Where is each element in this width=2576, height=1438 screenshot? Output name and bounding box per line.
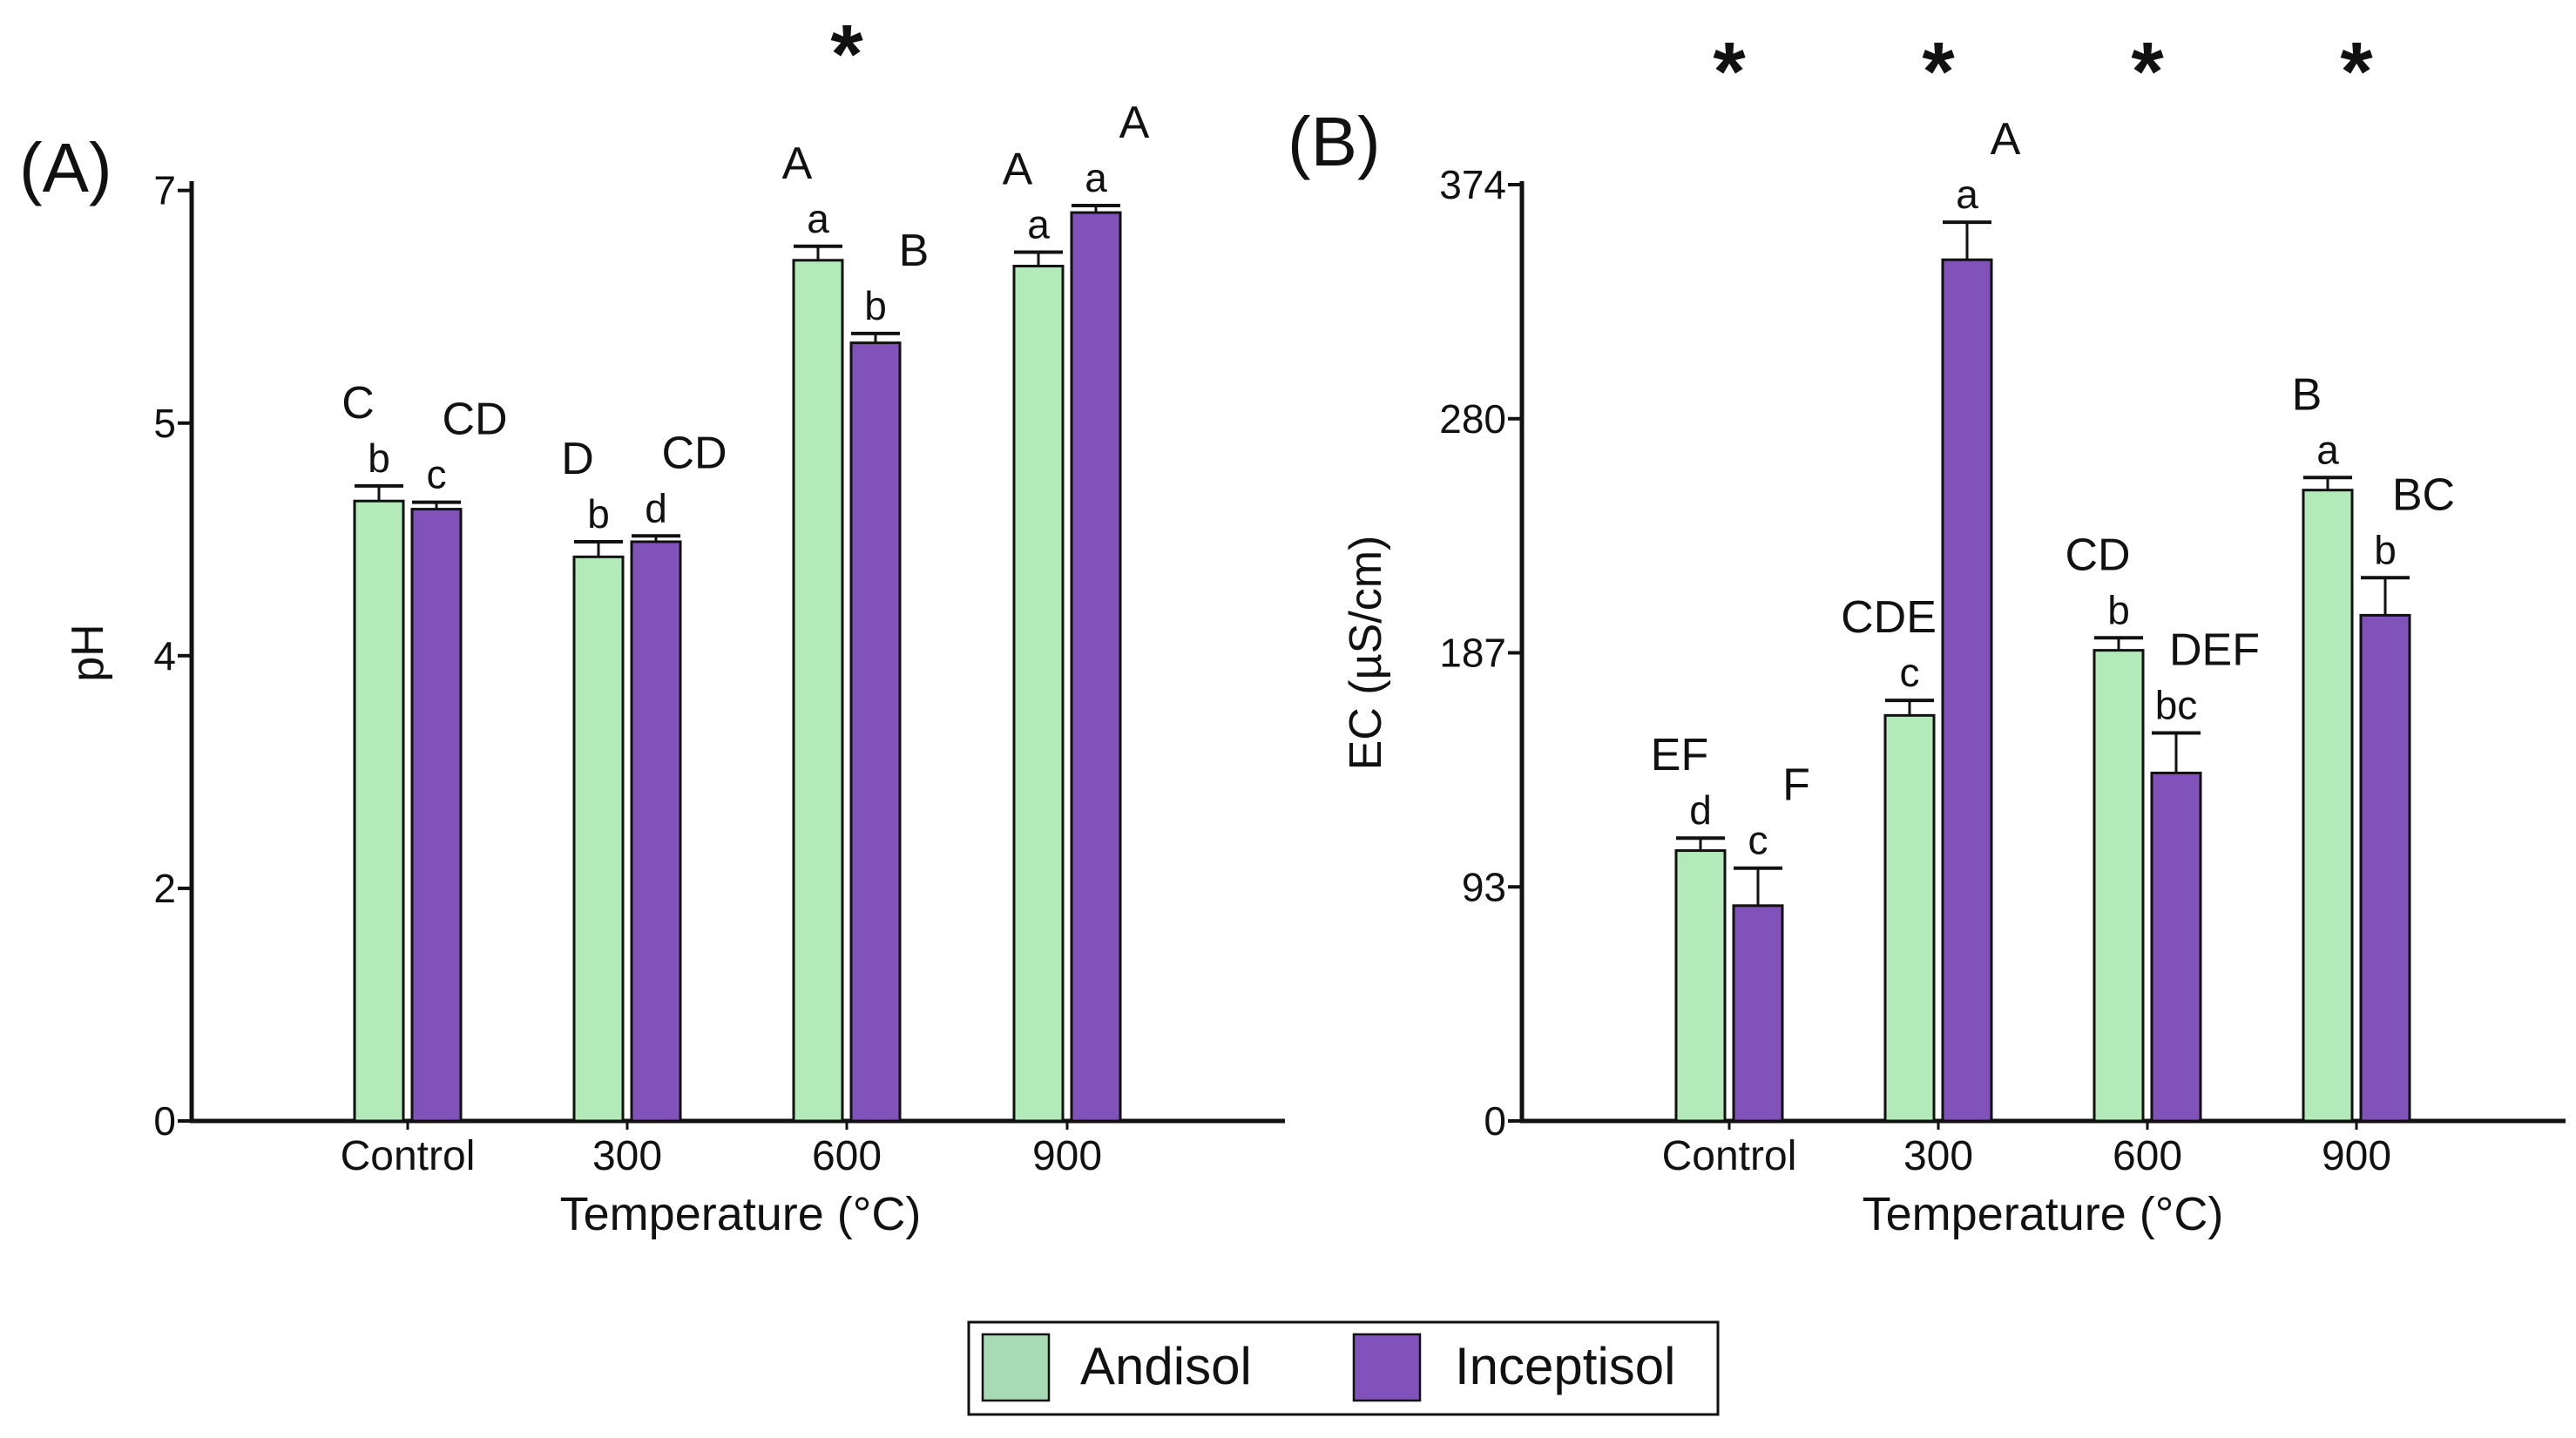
bar-andisol bbox=[2093, 649, 2145, 1123]
bar-letter-upper: CD bbox=[442, 395, 507, 445]
bar-letter-lower: a bbox=[2316, 427, 2339, 472]
bar-letter-lower: d bbox=[645, 485, 667, 530]
legend-frame bbox=[967, 1320, 1720, 1416]
x-tick-label: 600 bbox=[812, 1133, 882, 1179]
bar-letter-upper: D bbox=[561, 434, 594, 484]
y-tick-label: 2 bbox=[153, 866, 176, 911]
panel-label: (A) bbox=[19, 129, 112, 206]
y-tick-label: 4 bbox=[153, 633, 176, 678]
bar-letter-upper: EF bbox=[1651, 730, 1708, 780]
bar-inceptisol bbox=[410, 508, 463, 1123]
bar-letter-upper: A bbox=[1003, 144, 1033, 194]
bar-letter-upper: B bbox=[2292, 369, 2322, 420]
bar-letter-lower: a bbox=[1085, 155, 1107, 200]
bar-andisol bbox=[572, 555, 625, 1123]
y-tick-label: 5 bbox=[153, 401, 176, 446]
bar-andisol bbox=[2302, 489, 2354, 1123]
bar-inceptisol bbox=[849, 341, 902, 1123]
bar-inceptisol bbox=[2359, 613, 2411, 1123]
x-tick-label: 600 bbox=[2113, 1133, 2182, 1179]
bar-letter-upper: BC bbox=[2392, 469, 2455, 520]
x-tick-label: Control bbox=[341, 1133, 476, 1179]
y-tick-label: 187 bbox=[1439, 631, 1506, 676]
bar-letter-lower: b bbox=[2374, 527, 2397, 572]
x-tick-label: Control bbox=[1662, 1133, 1797, 1179]
y-axis-title: EC (µS/cm) bbox=[1341, 536, 1391, 771]
bar-letter-lower: c bbox=[1748, 818, 1768, 863]
bar-letter-upper: CD bbox=[2065, 530, 2130, 580]
bar-letter-lower: bc bbox=[2155, 682, 2198, 727]
bar-andisol bbox=[792, 259, 844, 1123]
x-tick-label: 900 bbox=[1032, 1133, 1102, 1179]
bar-letter-lower: c bbox=[427, 452, 447, 497]
bar-letter-upper: A bbox=[782, 138, 813, 189]
x-axis-title: Temperature (°C) bbox=[1863, 1188, 2224, 1240]
y-tick-label: 0 bbox=[1484, 1098, 1506, 1144]
bar-inceptisol bbox=[630, 540, 682, 1123]
bar-inceptisol bbox=[1732, 904, 1784, 1123]
legend: Andisol Inceptisol bbox=[967, 1320, 1720, 1416]
bar-letter-upper: B bbox=[899, 226, 930, 276]
bar-inceptisol bbox=[1941, 258, 1993, 1123]
y-tick-label: 0 bbox=[153, 1098, 176, 1144]
bar-letter-upper: A bbox=[1991, 114, 2021, 165]
bar-inceptisol bbox=[2150, 771, 2202, 1123]
bar-letter-upper: A bbox=[1119, 98, 1150, 148]
bar-letter-lower: b bbox=[587, 491, 610, 537]
bar-andisol bbox=[353, 499, 405, 1123]
bar-letter-lower: a bbox=[1956, 172, 1978, 217]
legend-swatch-andisol bbox=[981, 1333, 1051, 1402]
bar-letter-upper: C bbox=[341, 378, 375, 429]
significance-star: * bbox=[1922, 25, 1955, 118]
bar-letter-upper: F bbox=[1782, 760, 1810, 811]
bar-andisol bbox=[1883, 713, 1936, 1123]
legend-label-andisol: Andisol bbox=[1080, 1337, 1252, 1395]
legend-swatch-inceptisol bbox=[1352, 1333, 1422, 1402]
significance-star: * bbox=[1713, 25, 1746, 118]
bar-andisol bbox=[1012, 264, 1065, 1123]
x-tick-label: 300 bbox=[1903, 1133, 1973, 1179]
bar-letter-upper: CD bbox=[661, 428, 727, 478]
y-tick-label: 7 bbox=[153, 168, 176, 213]
bar-letter-lower: b bbox=[864, 283, 887, 328]
y-tick-label: 93 bbox=[1462, 864, 1506, 909]
bar-letter-lower: a bbox=[807, 196, 829, 241]
x-tick-label: 300 bbox=[592, 1133, 662, 1179]
significance-star: * bbox=[830, 8, 863, 101]
legend-label-inceptisol: Inceptisol bbox=[1455, 1337, 1675, 1395]
x-axis-title: Temperature (°C) bbox=[560, 1188, 922, 1240]
y-tick-label: 374 bbox=[1439, 162, 1506, 207]
bar-letter-lower: b bbox=[368, 435, 390, 481]
bar-letter-lower: a bbox=[1027, 201, 1050, 246]
bar-andisol bbox=[1674, 849, 1727, 1123]
bar-letter-lower: b bbox=[2107, 587, 2130, 632]
y-axis-title: pH bbox=[63, 624, 113, 681]
significance-star: * bbox=[2340, 25, 2373, 118]
bar-letter-lower: c bbox=[1900, 650, 1920, 695]
y-tick-label: 280 bbox=[1439, 396, 1506, 442]
panel-b: (B) 0 93 187 280 374 EC (µS/cm) Temperature (°C… bbox=[1288, 25, 2566, 1240]
bar-letter-lower: d bbox=[1689, 787, 1712, 833]
bar-letter-upper: CDE bbox=[1841, 592, 1937, 643]
panel-label: (B) bbox=[1288, 103, 1381, 180]
significance-star: * bbox=[2131, 25, 2164, 118]
x-tick-label: 900 bbox=[2322, 1133, 2391, 1179]
bar-inceptisol bbox=[1070, 211, 1122, 1123]
bar-letter-upper: DEF bbox=[2169, 624, 2260, 675]
